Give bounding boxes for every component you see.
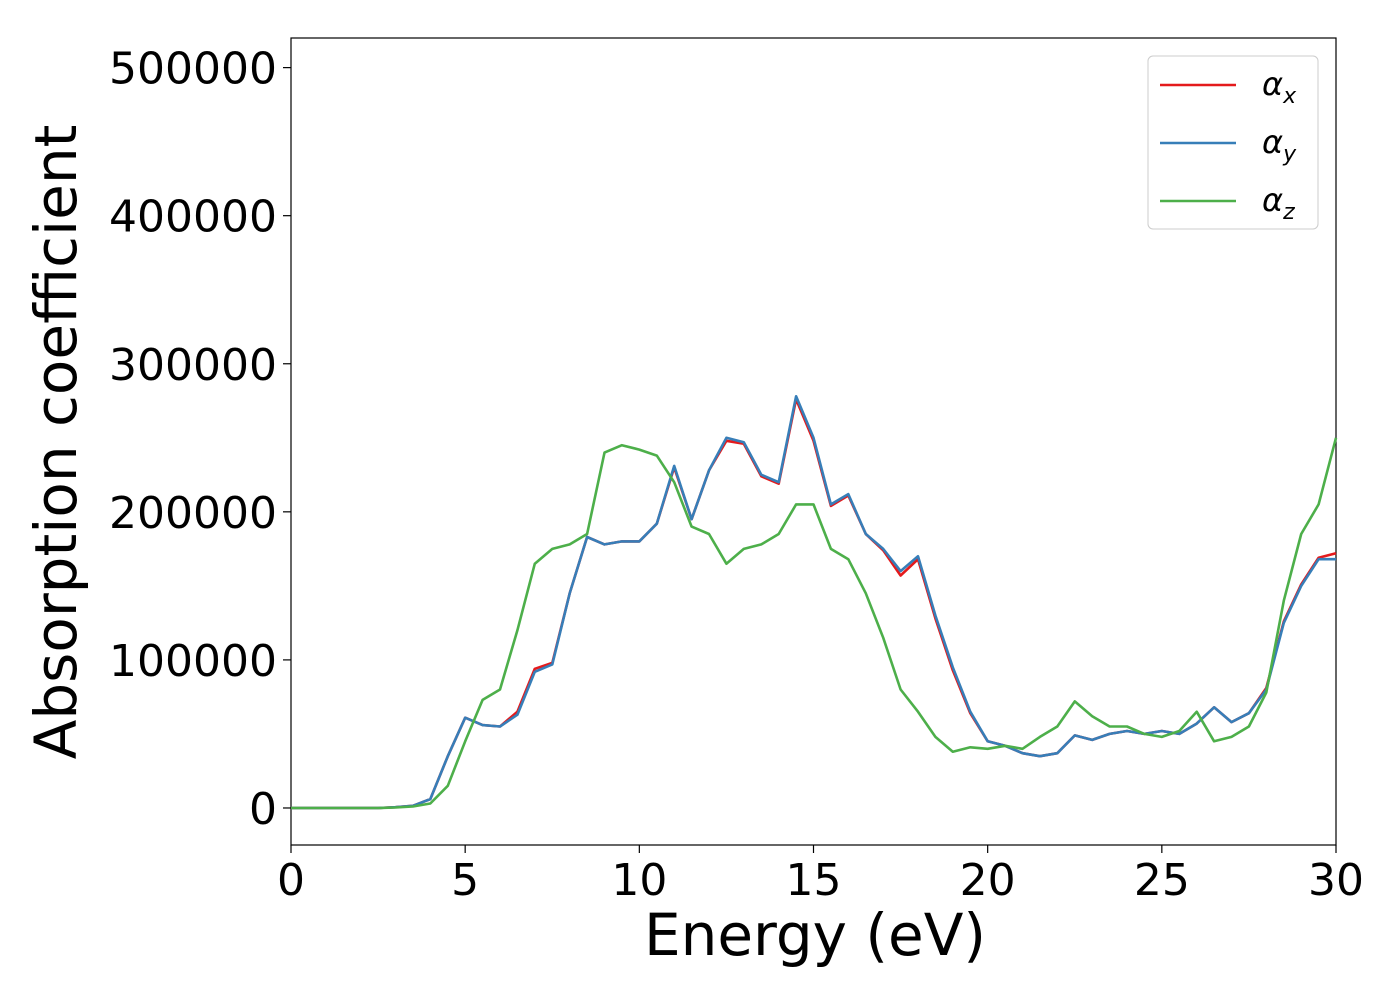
x-tick-label: 10 [611,855,667,906]
y-tick-label: 400000 [109,192,277,243]
y-axis-label: Absorption coefficient [22,125,90,760]
x-tick-label: 20 [960,855,1016,906]
y-tick-label: 500000 [109,44,277,95]
data-line [291,437,1338,810]
y-tick-label: 200000 [109,488,277,539]
legend-label: αz [1262,181,1295,225]
data-line [291,394,1336,810]
x-tick-label: 25 [1134,855,1190,906]
legend-label: αy [1262,123,1297,167]
y-tick-label: 0 [249,784,277,835]
legend-label: αx [1262,65,1297,109]
x-axis-label: Energy (eV) [644,901,986,969]
data-line [291,397,1337,810]
y-tick-label: 300000 [109,340,277,391]
x-tick-label: 5 [451,855,479,906]
x-tick-label: 0 [277,855,305,906]
x-tick-label: 30 [1308,855,1364,906]
x-tick-label: 15 [786,855,842,906]
y-tick-label: 100000 [109,636,277,687]
